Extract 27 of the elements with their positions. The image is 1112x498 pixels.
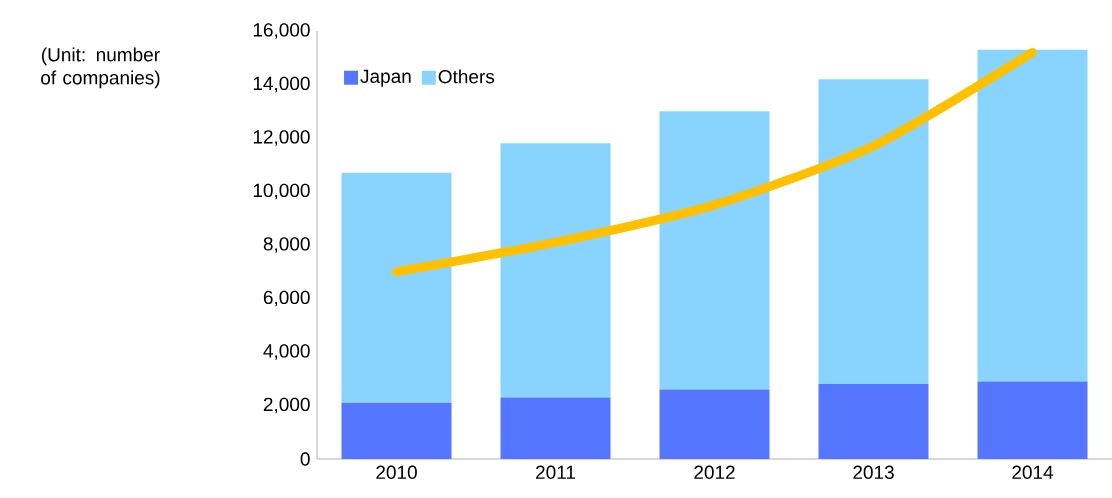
bar: [818, 384, 929, 459]
bar: [977, 381, 1088, 459]
legend-label: Others: [438, 69, 495, 84]
bar: [818, 79, 929, 385]
x-tick-label: 2014: [1012, 465, 1054, 479]
y-tick-label: 14,000: [253, 76, 310, 93]
y-axis-title: (Unit: number of companies): [41, 47, 160, 89]
y-tick-label: 8,000: [263, 237, 310, 253]
y-tick-label: 0: [300, 452, 310, 466]
bar: [500, 143, 611, 398]
y-tick-label: 4,000: [263, 344, 310, 360]
bar: [500, 397, 611, 459]
bar: [341, 172, 452, 403]
bar: [659, 111, 770, 390]
y-tick-label: 6,000: [263, 290, 310, 307]
bar: [341, 402, 452, 459]
x-tick-label: 2010: [376, 465, 417, 479]
x-tick-label: 2011: [536, 465, 575, 479]
y-tick-label: 16,000: [253, 23, 310, 39]
legend-label: Japan: [360, 69, 411, 87]
x-tick-label: 2012: [694, 465, 735, 479]
bar: [659, 389, 770, 459]
bar: [977, 49, 1088, 382]
x-tick-label: 2013: [853, 465, 894, 479]
y-tick-label: 10,000: [253, 183, 310, 200]
y-tick-label: 12,000: [253, 130, 310, 146]
y-tick-label: 2,000: [263, 397, 310, 414]
